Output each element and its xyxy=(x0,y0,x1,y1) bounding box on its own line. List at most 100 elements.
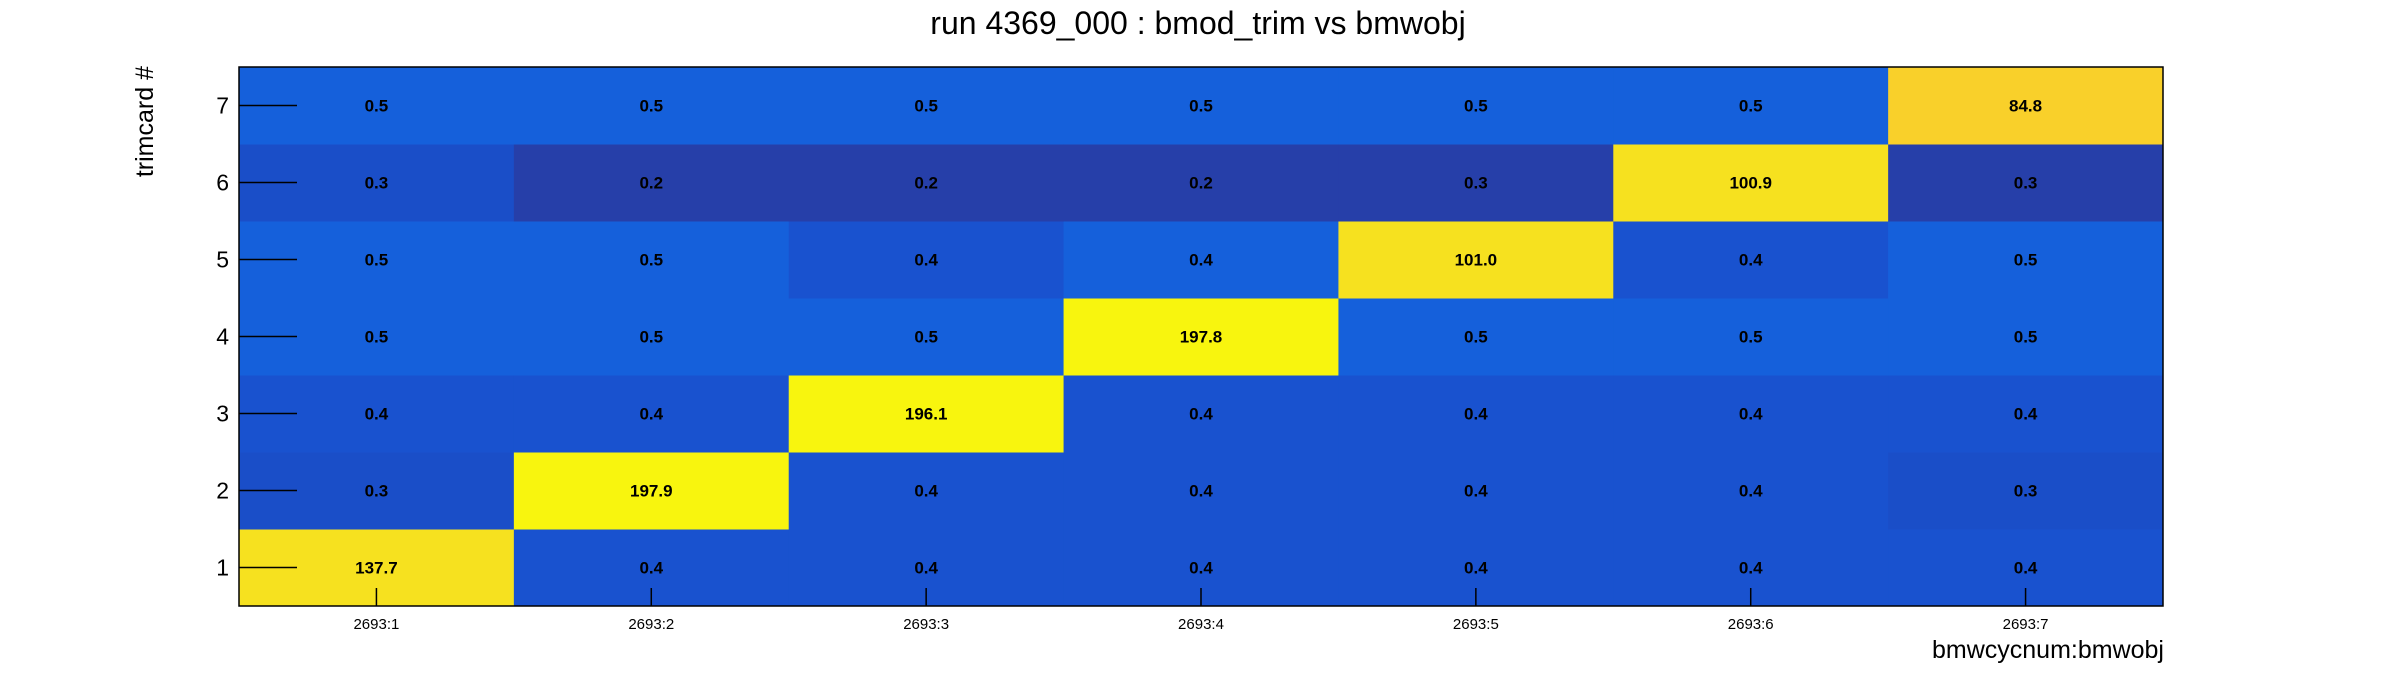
y-tick-label: 5 xyxy=(216,247,229,273)
cell-value-label: 0.4 xyxy=(1464,482,1488,501)
cell-value-label: 0.5 xyxy=(639,97,663,116)
heatmap-cell xyxy=(1338,144,1614,222)
x-tick-label: 2693:6 xyxy=(1728,616,1774,633)
heatmap-cell xyxy=(1613,221,1889,299)
cell-value-label: 197.9 xyxy=(630,482,673,501)
cell-value-label: 0.2 xyxy=(639,174,663,193)
cell-value-label: 0.4 xyxy=(365,405,389,424)
cell-value-label: 0.4 xyxy=(914,482,938,501)
heatmap-cell xyxy=(1063,144,1339,222)
cell-value-label: 0.5 xyxy=(2014,328,2038,347)
heatmap-cell xyxy=(1063,67,1339,145)
heatmap-cell xyxy=(1613,375,1889,453)
cell-value-label: 0.5 xyxy=(1464,328,1488,347)
heatmap-cell xyxy=(1888,67,2164,145)
heatmap-cell xyxy=(513,452,790,530)
cell-value-label: 0.4 xyxy=(914,251,938,270)
cell-value-label: 0.3 xyxy=(365,174,389,193)
cell-value-label: 0.4 xyxy=(1189,559,1213,578)
heatmap-cell xyxy=(788,375,1065,453)
x-tick-label: 2693:4 xyxy=(1178,616,1224,633)
heatmap-cell xyxy=(788,144,1065,222)
heatmap-cell xyxy=(1613,144,1889,222)
cell-value-label: 0.4 xyxy=(1739,482,1763,501)
y-tick-label: 6 xyxy=(216,170,229,196)
heatmap-cell xyxy=(1338,298,1614,376)
x-tick-label: 2693:7 xyxy=(2003,616,2049,633)
cell-value-label: 0.3 xyxy=(1464,174,1488,193)
cell-value-label: 0.4 xyxy=(1739,251,1763,270)
cell-value-label: 101.0 xyxy=(1455,251,1498,270)
cell-value-label: 0.4 xyxy=(1189,251,1213,270)
cell-value-label: 0.2 xyxy=(914,174,938,193)
cell-value-label: 0.5 xyxy=(2014,251,2038,270)
cell-value-label: 0.2 xyxy=(1189,174,1213,193)
cell-value-label: 137.7 xyxy=(355,559,398,578)
cell-value-label: 0.4 xyxy=(2014,405,2038,424)
heatmap-cell xyxy=(1613,67,1889,145)
heatmap-cell xyxy=(1063,298,1339,376)
cell-value-label: 0.4 xyxy=(1739,405,1763,424)
y-axis-title: trimcard # xyxy=(131,66,159,177)
heatmap-cell xyxy=(788,298,1065,376)
y-tick-label: 1 xyxy=(216,555,229,581)
cell-value-label: 0.5 xyxy=(365,328,389,347)
heatmap-cell xyxy=(788,221,1065,299)
cell-value-label: 0.4 xyxy=(639,559,663,578)
heatmap-cells xyxy=(239,67,2164,607)
heatmap-cell xyxy=(1888,144,2164,222)
heatmap-cell xyxy=(1888,221,2164,299)
heatmap-cell xyxy=(513,144,790,222)
y-tick-label: 2 xyxy=(216,478,229,504)
heatmap-cell xyxy=(1338,452,1614,530)
cell-value-label: 0.4 xyxy=(2014,559,2038,578)
cell-value-label: 0.5 xyxy=(914,328,938,347)
y-tick-label: 7 xyxy=(216,93,229,119)
heatmap-cell xyxy=(513,221,790,299)
cell-value-label: 0.4 xyxy=(1189,482,1213,501)
cell-value-label: 0.4 xyxy=(639,405,663,424)
cell-value-label: 0.5 xyxy=(1739,328,1763,347)
heatmap-cell xyxy=(1063,452,1339,530)
heatmap-cell xyxy=(513,67,790,145)
cell-value-label: 0.4 xyxy=(1464,405,1488,424)
heatmap-cell xyxy=(1338,221,1614,299)
cell-value-label: 0.5 xyxy=(1464,97,1488,116)
x-tick-label: 2693:5 xyxy=(1453,616,1499,633)
cell-value-label: 0.3 xyxy=(2014,174,2038,193)
heatmap-cell xyxy=(1613,298,1889,376)
cell-value-label: 0.3 xyxy=(365,482,389,501)
x-tick-label: 2693:3 xyxy=(903,616,949,633)
cell-value-label: 0.5 xyxy=(1189,97,1213,116)
cell-value-label: 100.9 xyxy=(1729,174,1772,193)
heatmap-cell xyxy=(1888,298,2164,376)
chart-title: run 4369_000 : bmod_trim vs bmwobj xyxy=(930,5,1465,41)
cell-value-label: 0.4 xyxy=(914,559,938,578)
cell-value-label: 0.5 xyxy=(1739,97,1763,116)
x-tick-label: 2693:2 xyxy=(628,616,674,633)
heatmap-cell xyxy=(788,452,1065,530)
heatmap-cell xyxy=(513,298,790,376)
cell-value-label: 0.4 xyxy=(1739,559,1763,578)
y-tick-label: 3 xyxy=(216,401,229,427)
heatmap-cell xyxy=(1063,221,1339,299)
cell-value-label: 0.5 xyxy=(365,97,389,116)
y-tick-label: 4 xyxy=(216,324,229,350)
cell-value-labels: 137.7 0.4 0.4 0.4 0.4 0.4 0.4 0.3 197.9 0.4 0.4 0.4… xyxy=(355,97,2042,578)
heatmap-cell xyxy=(1338,375,1614,453)
x-tick-label: 2693:1 xyxy=(353,616,399,633)
cell-value-label: 0.4 xyxy=(1189,405,1213,424)
heatmap-cell xyxy=(1063,375,1339,453)
cell-value-label: 197.8 xyxy=(1180,328,1223,347)
cell-value-label: 0.5 xyxy=(365,251,389,270)
heatmap-cell xyxy=(513,375,790,453)
heatmap-cell xyxy=(1888,375,2164,453)
axes: 2693:1 2693:2 2693:3 2693:4 2693:5 2693:6 2693… xyxy=(216,66,2164,633)
heatmap-cell xyxy=(1338,67,1614,145)
heatmap-cell xyxy=(1613,452,1889,530)
cell-value-label: 0.5 xyxy=(914,97,938,116)
heatmap-cell xyxy=(788,67,1065,145)
cell-value-label: 0.5 xyxy=(639,328,663,347)
